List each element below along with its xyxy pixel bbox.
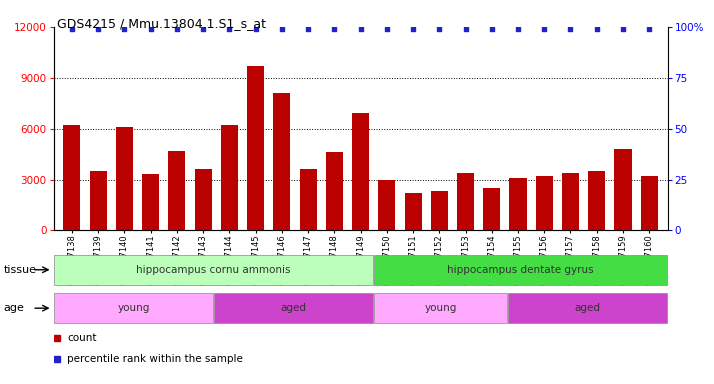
Bar [273,93,291,230]
Bar [90,171,106,230]
Point [250,26,261,32]
Bar [378,180,396,230]
Bar [221,125,238,230]
Point [328,26,340,32]
Text: aged: aged [575,303,600,313]
Point [145,26,156,32]
Bar [374,293,507,323]
Bar [483,188,501,230]
Bar [54,255,373,285]
Point [618,26,629,32]
Text: young: young [425,303,457,313]
Bar [562,173,579,230]
Text: aged: aged [281,303,307,313]
Point [591,26,603,32]
Point [276,26,288,32]
Bar [457,173,474,230]
Text: hippocampus dentate gyrus: hippocampus dentate gyrus [448,265,594,275]
Bar [142,174,159,230]
Point [460,26,471,32]
Bar [510,178,526,230]
Bar [405,193,421,230]
Point [302,26,313,32]
Point [408,26,419,32]
Point [223,26,235,32]
Bar [326,152,343,230]
Text: GDS4215 / Mmu.13804.1.S1_s_at: GDS4215 / Mmu.13804.1.S1_s_at [57,17,266,30]
Bar [116,127,133,230]
Text: tissue: tissue [4,265,36,275]
Bar [640,176,658,230]
Bar [54,293,213,323]
Bar [374,255,667,285]
Text: age: age [4,303,24,313]
Point [643,26,655,32]
Text: count: count [67,333,96,343]
Point [355,26,366,32]
Point [433,26,445,32]
Point [171,26,183,32]
Bar [300,169,316,230]
Bar [195,169,211,230]
Point [381,26,393,32]
Point [119,26,130,32]
Bar [64,125,81,230]
Text: hippocampus cornu ammonis: hippocampus cornu ammonis [136,265,291,275]
Bar [615,149,631,230]
Bar [352,113,369,230]
Bar [214,293,373,323]
Bar [169,151,186,230]
Bar [536,176,553,230]
Point [565,26,576,32]
Point [197,26,208,32]
Bar [247,66,264,230]
Text: young: young [118,303,150,313]
Point [538,26,550,32]
Bar [508,293,667,323]
Text: percentile rank within the sample: percentile rank within the sample [67,354,243,364]
Bar [431,191,448,230]
Bar [588,171,605,230]
Point [92,26,104,32]
Point [513,26,524,32]
Point [66,26,78,32]
Point [486,26,498,32]
